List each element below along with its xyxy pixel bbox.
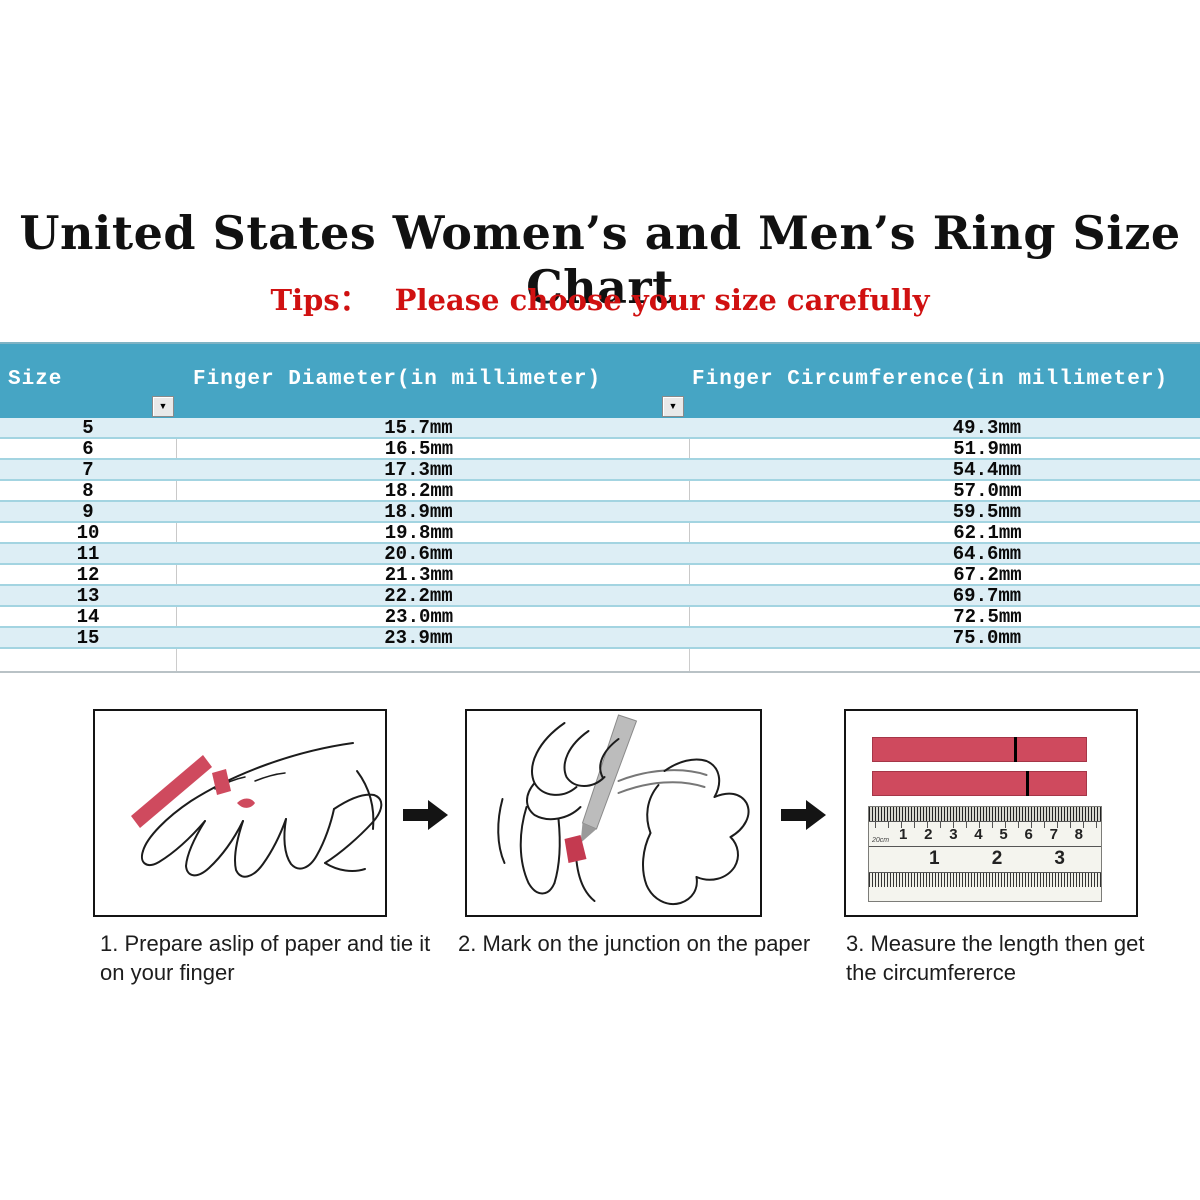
size-cell: 10 [76,523,100,542]
ring-size-table: Size Finger Diameter(in millimeter) Fing… [0,342,1200,673]
table-row: 8 18.2mm 57.0mm [0,481,1200,502]
ruler-number: 2 [991,848,1003,869]
circumference-cell: 69.7mm [952,586,1022,605]
ruler-number: 5 [999,826,1008,843]
circumference-cell: 57.0mm [689,481,1200,500]
step2-caption: 2. Mark on the junction on the paper [458,931,811,956]
circumference-cell: 49.3mm [952,418,1022,437]
table-body: 5 15.7mm 49.3mm 6 16.5mm 51.9mm 7 17.3mm 54.4mm 8… [0,418,1200,649]
filter-dropdown-size[interactable]: ▼ [152,396,174,417]
column-header-circumference: Finger Circumference(in millimeter) [692,368,1169,391]
size-cell: 12 [76,565,100,584]
ruler-number: 1 [929,848,940,869]
step3-caption: 3. Measure the length then get the circu… [846,931,1145,986]
paper-strip-marked [872,737,1087,762]
circumference-cell: 72.5mm [689,607,1200,626]
ruler-number: 2 [924,826,933,843]
tips-label: Tips： [270,283,369,317]
table-cell [689,649,1200,671]
ruler-inch-numbers: 1 2 3 [869,847,1101,870]
circumference-cell: 51.9mm [689,439,1200,458]
table-row: 5 15.7mm 49.3mm [0,418,1200,439]
size-cell: 8 [82,481,94,500]
ruler-fine-ticks [869,807,1101,822]
arrow-right-icon [403,798,449,832]
diameter-cell: 16.5mm [176,439,689,458]
size-cell: 6 [82,439,94,458]
ruler-cm-label: 20cm [872,837,890,844]
ruler-number: 3 [949,826,958,843]
ruler-fine-ticks [869,872,1101,887]
arrow-right-icon [781,798,827,832]
size-cell: 13 [76,586,100,605]
table-header: Size Finger Diameter(in millimeter) Fing… [0,342,1200,418]
size-cell: 11 [76,544,100,563]
table-row-empty [0,649,1200,673]
diameter-cell: 15.7mm [384,418,453,437]
size-cell: 5 [82,418,94,437]
diameter-cell: 19.8mm [176,523,689,542]
table-row: 11 20.6mm 64.6mm [0,544,1200,565]
ruler-inch-scale: 1 2 3 [869,846,1101,872]
circumference-cell: 75.0mm [952,628,1022,647]
diameter-cell: 23.9mm [384,628,453,647]
step1-illustration-box [93,709,387,917]
pen-mark [1026,771,1030,796]
size-cell: 9 [82,502,94,521]
step2-illustration-box [465,709,762,917]
hand-with-paper-strip-illustration [131,742,383,878]
paper-strip-marked [872,771,1087,796]
table-row: 15 23.9mm 75.0mm [0,628,1200,649]
diameter-cell: 20.6mm [384,544,453,563]
ruler-number: 8 [1074,826,1083,843]
table-row: 14 23.0mm 72.5mm [0,607,1200,628]
tips-line: Tips： Please choose your size carefully [0,277,1200,319]
table-cell [0,649,176,671]
circumference-cell: 67.2mm [689,565,1200,584]
table-row: 10 19.8mm 62.1mm [0,523,1200,544]
ruler-number: 4 [974,826,983,843]
table-row: 9 18.9mm 59.5mm [0,502,1200,523]
tips-text: Please choose your size carefully [394,283,930,317]
ruler-number: 3 [1054,848,1065,869]
dropdown-arrow-icon: ▼ [668,401,678,411]
size-cell: 7 [82,460,94,479]
dropdown-arrow-icon: ▼ [158,401,168,411]
circumference-cell: 62.1mm [689,523,1200,542]
circumference-cell: 64.6mm [952,544,1022,563]
diameter-cell: 23.0mm [176,607,689,626]
column-header-diameter: Finger Diameter(in millimeter) [193,368,602,391]
size-cell: 14 [76,607,100,626]
pen-marking-paper-illustration [497,714,750,905]
diameter-cell: 18.2mm [176,481,689,500]
diameter-cell: 22.2mm [384,586,453,605]
size-cell: 15 [76,628,100,647]
diameter-cell: 21.3mm [176,565,689,584]
table-row: 6 16.5mm 51.9mm [0,439,1200,460]
table-row: 13 22.2mm 69.7mm [0,586,1200,607]
circumference-cell: 59.5mm [952,502,1022,521]
table-row: 12 21.3mm 67.2mm [0,565,1200,586]
diameter-cell: 18.9mm [384,502,453,521]
filter-dropdown-diameter[interactable]: ▼ [662,396,684,417]
ruler-number: 7 [1049,826,1058,843]
circumference-cell: 54.4mm [952,460,1022,479]
column-header-size: Size [8,368,63,391]
page-title: United States Women’s and Men’s Ring Siz… [19,206,1181,314]
step1-caption: 1. Prepare aslip of paper and tie it on … [100,931,431,986]
ruler-number: 6 [1024,826,1033,843]
ruler-number: 1 [899,826,908,843]
table-cell [176,649,689,671]
table-row: 7 17.3mm 54.4mm [0,460,1200,481]
diameter-cell: 17.3mm [384,460,453,479]
pen-mark [1013,737,1017,762]
